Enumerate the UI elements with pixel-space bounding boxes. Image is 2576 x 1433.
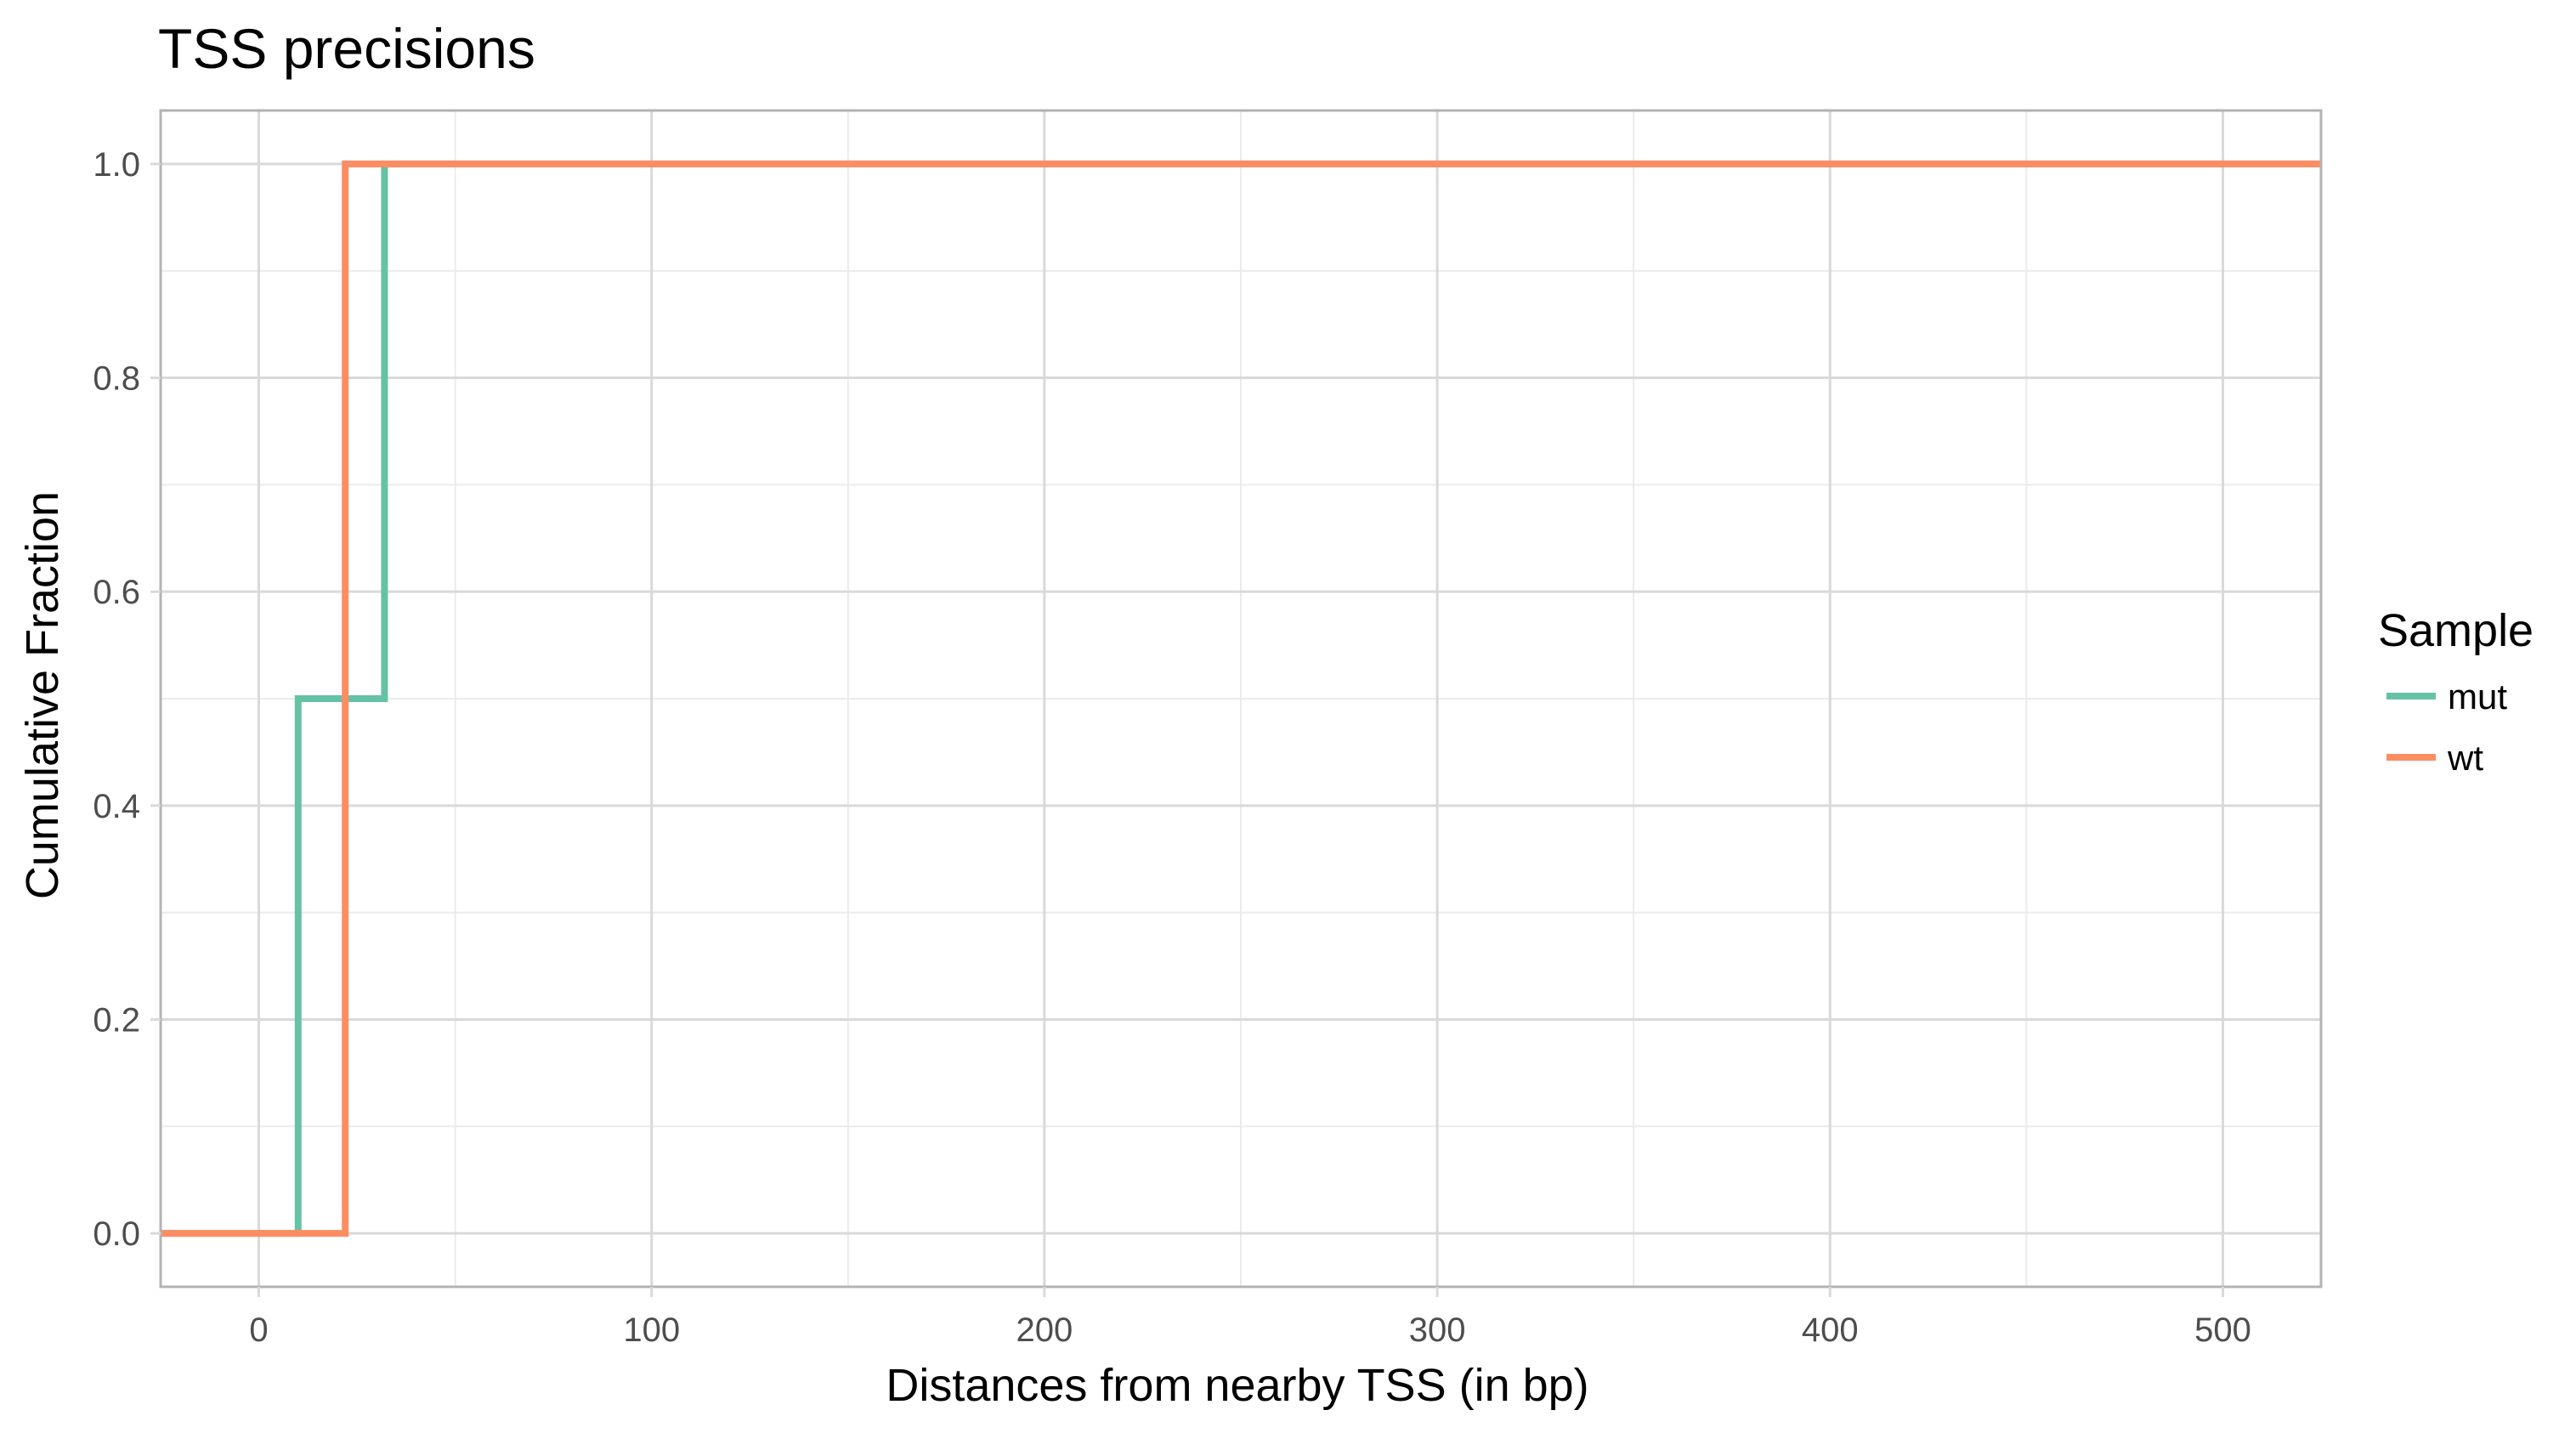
y-tick-label: 0.8 bbox=[93, 360, 140, 398]
grid-lines bbox=[161, 110, 2321, 1287]
x-tick-label: 400 bbox=[1802, 1311, 1859, 1349]
y-tick-label: 0.6 bbox=[93, 574, 140, 611]
y-tick-label: 0.0 bbox=[93, 1215, 140, 1253]
x-axis-title: Distances from nearby TSS (in bp) bbox=[886, 1360, 1588, 1411]
x-tick-label: 500 bbox=[2194, 1311, 2251, 1349]
y-tick-label: 1.0 bbox=[93, 146, 140, 184]
axis-ticks: 0 100 200 300 400 500 0.0 0.2 0.4 0.6 0.8 1.0 bbox=[93, 146, 2250, 1349]
chart-title: TSS precisions bbox=[158, 17, 535, 80]
series-lines bbox=[161, 160, 2321, 1238]
x-tick-label: 100 bbox=[623, 1311, 680, 1349]
y-tick-label: 0.2 bbox=[93, 1001, 140, 1039]
legend: Sample mut wt bbox=[2378, 605, 2534, 778]
x-tick-label: 300 bbox=[1409, 1311, 1466, 1349]
plot-panel-border bbox=[159, 109, 2323, 1289]
y-axis-title: Cumulative Fraction bbox=[17, 491, 68, 899]
legend-items: mut wt bbox=[2386, 677, 2507, 778]
x-tick-label: 0 bbox=[249, 1311, 268, 1349]
x-tick-label: 200 bbox=[1016, 1311, 1073, 1349]
legend-title: Sample bbox=[2378, 605, 2534, 656]
legend-label-wt: wt bbox=[2447, 738, 2483, 778]
legend-label-mut: mut bbox=[2448, 677, 2507, 716]
series-line-wt bbox=[161, 160, 2321, 1238]
y-tick-label: 0.4 bbox=[93, 788, 140, 825]
